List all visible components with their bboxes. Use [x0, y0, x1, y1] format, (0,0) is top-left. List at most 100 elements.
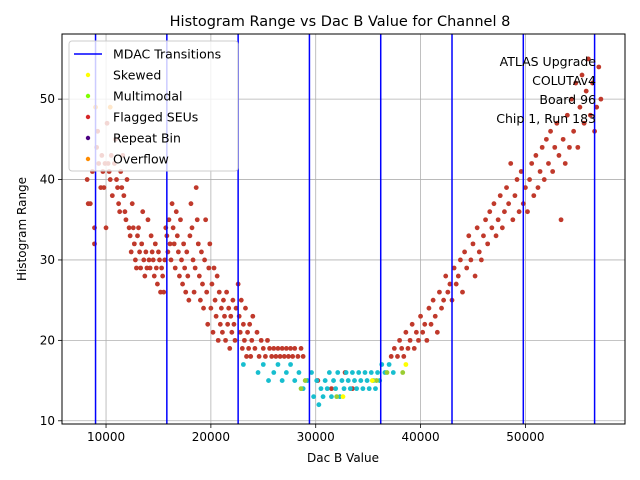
flagged-seus-point — [145, 217, 151, 223]
repeat-bin-point — [292, 378, 298, 383]
flagged-seus-point — [418, 313, 423, 319]
flagged-seus-point — [114, 177, 119, 182]
repeat-bin-point — [314, 378, 320, 383]
flagged-seus-point — [153, 265, 159, 271]
flagged-seus-point — [121, 193, 127, 199]
flagged-seus-point — [187, 233, 193, 239]
flagged-seus-point — [539, 144, 545, 150]
flagged-seus-point — [279, 346, 285, 351]
flagged-seus-point — [558, 217, 564, 223]
flagged-seus-point — [117, 209, 123, 215]
legend-label-flagged-seus: Flagged SEUs — [113, 110, 198, 125]
repeat-bin-point — [366, 386, 372, 392]
flagged-seus-point — [422, 321, 428, 327]
flagged-seus-point — [277, 354, 283, 359]
flagged-seus-point — [548, 128, 553, 134]
flagged-seus-point — [195, 241, 201, 247]
flagged-seus-point — [298, 346, 304, 351]
flagged-seus-point — [138, 265, 144, 271]
flagged-seus-point — [525, 209, 530, 215]
flagged-seus-point — [481, 233, 486, 239]
flagged-seus-point — [470, 241, 476, 247]
y-axis-ticks: 10 20 30 40 50 — [40, 92, 62, 428]
flagged-seus-point — [209, 281, 215, 287]
repeat-bin-point — [347, 386, 353, 392]
legend-label-skewed: Skewed — [113, 68, 161, 83]
flagged-seus-point — [514, 177, 520, 182]
flagged-seus-point — [217, 321, 223, 327]
flagged-seus-point — [405, 346, 411, 351]
flagged-seus-point — [487, 209, 493, 215]
flagged-seus-point — [598, 96, 604, 102]
flagged-seus-point — [569, 96, 574, 102]
flagged-seus-point — [119, 185, 125, 190]
flagged-seus-point — [583, 88, 589, 94]
flagged-seus-point — [116, 201, 122, 207]
flagged-seus-point — [196, 273, 202, 279]
skewed-point — [340, 394, 346, 400]
legend-label-mdac-transitions: MDAC Transitions — [113, 47, 221, 62]
flagged-seus-point — [224, 289, 230, 295]
flagged-seus-point — [237, 329, 243, 335]
flagged-seus-point — [504, 185, 509, 190]
flagged-seus-point — [543, 136, 549, 142]
y-tick-label: 10 — [40, 414, 55, 428]
flagged-seus-point — [409, 321, 415, 327]
flagged-seus-point — [573, 80, 579, 86]
flagged-seus-point — [535, 185, 541, 190]
flagged-seus-point — [546, 161, 551, 166]
flagged-seus-point — [413, 329, 419, 335]
multimodal-point — [334, 394, 340, 400]
flagged-seus-point — [244, 354, 249, 359]
flagged-seus-point — [191, 289, 197, 295]
flagged-seus-point — [295, 354, 301, 359]
flagged-seus-point — [462, 249, 467, 255]
flagged-seus-point — [512, 193, 518, 199]
flagged-seus-point — [151, 273, 157, 279]
flagged-seus-point — [401, 354, 407, 359]
flagged-seus-point — [249, 337, 255, 343]
flagged-seus-point — [174, 233, 180, 239]
y-tick-label: 30 — [40, 253, 55, 267]
flagged-seus-point — [221, 297, 226, 303]
flagged-seus-point — [267, 346, 272, 351]
flagged-seus-point — [254, 329, 260, 335]
flagged-seus-point — [204, 289, 210, 295]
flagged-seus-point — [240, 321, 246, 327]
flagged-seus-point — [227, 346, 233, 351]
flagged-seus-point — [242, 337, 247, 343]
flagged-seus-point — [510, 217, 516, 223]
flagged-seus-point — [141, 257, 147, 263]
repeat-bin-point — [362, 370, 368, 375]
flagged-seus-point — [136, 225, 141, 231]
repeat-bin-point — [354, 386, 360, 392]
repeat-bin-point — [288, 362, 293, 367]
repeat-bin-point — [316, 402, 322, 408]
flagged-seus-point — [193, 185, 199, 190]
flagged-seus-point — [537, 169, 543, 174]
flagged-seus-point — [122, 209, 128, 215]
flagged-seus-point — [434, 329, 440, 335]
flagged-seus-point — [220, 329, 225, 335]
flagged-seus-point — [399, 346, 405, 351]
flagged-seus-point — [541, 177, 547, 182]
y-tick-label: 50 — [40, 92, 55, 106]
flagged-seus-point — [552, 144, 558, 150]
flagged-seus-point — [126, 225, 132, 231]
skewed-point — [403, 362, 409, 367]
flagged-seus-point — [594, 104, 600, 110]
plot-frame — [61, 33, 626, 425]
legend-items: MDAC Transitions Skewed Multimodal Flagged … — [74, 47, 221, 167]
repeat-bin-point — [320, 394, 326, 400]
flagged-seus-point — [286, 354, 291, 359]
flagged-seus-point — [129, 201, 135, 207]
flagged-seus-point — [201, 305, 206, 311]
flagged-seus-point — [156, 249, 161, 255]
flagged-seus-point — [231, 321, 237, 327]
skewed-point — [369, 378, 375, 383]
flagged-seus-point — [453, 281, 459, 287]
repeat-bin-point — [322, 378, 328, 383]
repeat-bin-point — [358, 378, 364, 383]
flagged-seus-point — [128, 249, 134, 255]
